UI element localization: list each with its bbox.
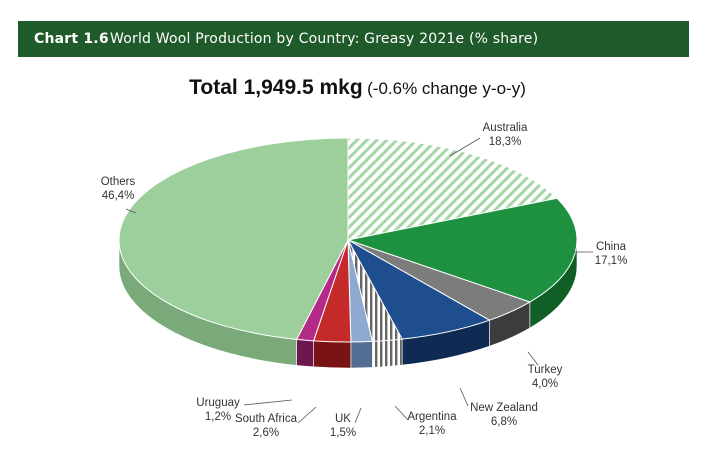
leader-line-turkey xyxy=(527,351,539,366)
slice-label-turkey: Turkey xyxy=(528,364,563,376)
leader-lines xyxy=(125,137,593,424)
leader-line-australia xyxy=(449,137,481,157)
slice-value-new-zealand: 6,8% xyxy=(491,416,517,428)
slice-label-china: China xyxy=(596,241,627,253)
slice-value-uruguay: 1,2% xyxy=(205,411,231,423)
slice-label-new-zealand: New Zealand xyxy=(470,402,538,414)
slice-value-south-africa: 2,6% xyxy=(253,427,279,439)
pie-tops xyxy=(118,137,578,343)
total-production: Total 1,949.5 mkg xyxy=(189,76,363,99)
chart-header-bar: Chart 1.6 World Wool Production by Count… xyxy=(18,21,689,57)
slice-value-china: 17,1% xyxy=(595,255,628,267)
pie-side-south-africa xyxy=(313,340,352,369)
pie-slice-australia xyxy=(347,137,559,241)
chart-number: Chart 1.6 xyxy=(34,31,109,47)
leader-line-others xyxy=(125,208,137,214)
chart-title: World Wool Production by Country: Greasy… xyxy=(110,31,539,47)
slice-label-others: Others xyxy=(101,176,136,188)
leader-line-new-zealand xyxy=(459,387,469,407)
leader-line-argentina xyxy=(394,405,409,421)
pie-slice-others xyxy=(118,137,349,340)
pie-side-uk xyxy=(350,341,373,369)
pie-sides xyxy=(118,239,578,369)
slice-label-uruguay: Uruguay xyxy=(196,397,240,409)
slice-label-argentina: Argentina xyxy=(407,411,457,423)
leader-line-uk xyxy=(354,407,362,424)
slice-labels: Australia 18,3% China 17,1% Turkey 4,0% New Ze… xyxy=(101,122,628,439)
leader-line-uruguay xyxy=(243,399,293,406)
slice-value-others: 46,4% xyxy=(102,190,135,202)
pie-side-argentina xyxy=(372,338,403,368)
slice-label-australia: Australia xyxy=(483,122,528,134)
slice-label-south-africa: South Africa xyxy=(235,413,298,425)
slice-value-australia: 18,3% xyxy=(489,136,522,148)
slice-label-uk: UK xyxy=(335,413,351,425)
slice-value-turkey: 4,0% xyxy=(532,378,558,390)
slice-value-uk: 1,5% xyxy=(330,427,356,439)
chart-headline: Total 1,949.5 mkg (-0.6% change y-o-y) xyxy=(0,76,715,100)
slice-value-argentina: 2,1% xyxy=(419,425,445,437)
leader-line-south-africa xyxy=(297,406,317,424)
pie-side-uruguay xyxy=(296,339,314,368)
yoy-change: (-0.6% change y-o-y) xyxy=(367,79,526,98)
